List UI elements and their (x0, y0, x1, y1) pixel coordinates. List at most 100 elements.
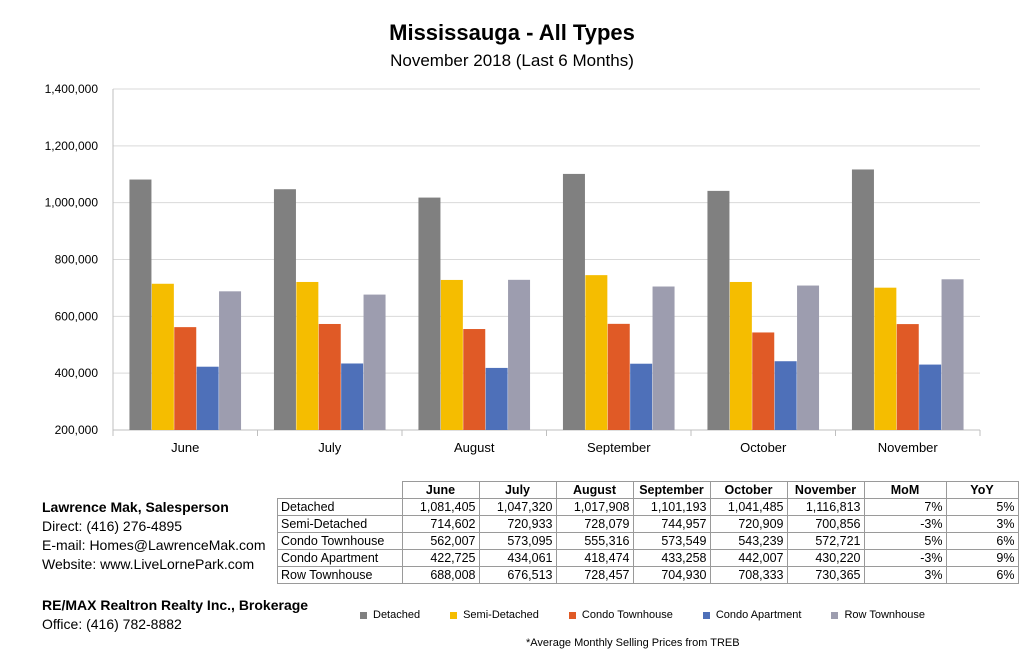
legend-label: Semi-Detached (463, 609, 539, 621)
brokerage-name: RE/MAX Realtron Realty Inc., Brokerage (42, 597, 309, 613)
bar (752, 332, 775, 430)
bar (196, 366, 219, 430)
table-row-label: Condo Apartment (277, 549, 403, 567)
table-row: Condo Apartment 422,725 434,061 418,474 433,… (277, 549, 1019, 567)
table-cell: 7% (863, 498, 947, 516)
table-cell: 5% (863, 532, 947, 550)
legend-item: Condo Townhouse (568, 609, 673, 621)
table-cell: 572,721 (786, 532, 865, 550)
legend-label: Condo Apartment (715, 609, 802, 621)
bar (797, 285, 820, 430)
bar (707, 190, 730, 430)
table-header: June (401, 481, 480, 499)
table-cell: 688,008 (401, 566, 480, 584)
legend-item: Detached (360, 609, 420, 621)
legend-label: Detached (373, 609, 421, 621)
legend-label: Condo Townhouse (581, 609, 673, 621)
table-corner-cell (277, 481, 403, 499)
y-tick-label: 1,000,000 (45, 196, 99, 210)
table-cell: 676,513 (478, 566, 557, 584)
agent-name: Lawrence Mak, Salesperson (42, 499, 229, 515)
table-row: Semi-Detached 714,602 720,933 728,079 744,95… (277, 515, 1019, 533)
table-cell: 543,239 (709, 532, 788, 550)
legend-item: Semi-Detached (450, 609, 539, 621)
legend-swatch (568, 611, 576, 619)
y-tick-label: 200,000 (55, 423, 99, 437)
agent-direct-phone: Direct: (416) 276-4895 (42, 518, 183, 534)
y-tick-label: 800,000 (55, 253, 99, 267)
table-cell: 422,725 (401, 549, 480, 567)
bar (341, 363, 364, 430)
table-cell: -3% (863, 549, 947, 567)
table-header: YoY (945, 481, 1019, 499)
bar (941, 279, 964, 430)
table-cell: 3% (863, 566, 947, 584)
bar (874, 287, 897, 430)
table-header: September (632, 481, 711, 499)
table-cell: 728,079 (555, 515, 634, 533)
table-cell: 6% (945, 566, 1019, 584)
table-cell: 573,549 (632, 532, 711, 550)
table-header: November (786, 481, 865, 499)
chart-legend: Detached Semi-Detached Condo Townhouse Cond… (360, 609, 955, 621)
x-category-label: September (587, 440, 651, 455)
table-cell: 418,474 (555, 549, 634, 567)
legend-item: Condo Apartment (702, 609, 802, 621)
y-tick-label: 1,400,000 (45, 82, 99, 96)
table-row-label: Semi-Detached (277, 515, 403, 533)
y-tick-label: 1,200,000 (45, 139, 99, 153)
table-header-row: June July August September October Novem… (277, 481, 1019, 499)
table-row: Row Townhouse 688,008 676,513 728,457 704,93… (277, 566, 1019, 584)
bar (585, 275, 608, 430)
table-cell: 3% (945, 515, 1019, 533)
bar (440, 279, 463, 430)
bar (318, 323, 341, 430)
table-cell: 700,856 (786, 515, 865, 533)
table-cell: 1,116,813 (786, 498, 865, 516)
table-cell: 714,602 (401, 515, 480, 533)
table-cell: 704,930 (632, 566, 711, 584)
table-row: Condo Townhouse 562,007 573,095 555,316 573,… (277, 532, 1019, 550)
table-row-label: Condo Townhouse (277, 532, 403, 550)
brokerage-block: RE/MAX Realtron Realty Inc., Brokerage O… (42, 596, 308, 634)
y-tick-label: 600,000 (55, 309, 99, 323)
bar (562, 173, 585, 430)
bar (363, 294, 386, 430)
bar (296, 281, 319, 430)
bar-chart: 200,000 400,000 600,000 800,000 1,000,000 1,2… (45, 82, 981, 455)
table-header: October (709, 481, 788, 499)
chart-title: Mississauga - All Types (389, 20, 635, 45)
brokerage-office-phone: Office: (416) 782-8882 (42, 616, 182, 632)
bar (418, 197, 441, 430)
chart-subtitle: November 2018 (Last 6 Months) (390, 51, 634, 70)
x-category-label: August (454, 440, 495, 455)
table-cell: 6% (945, 532, 1019, 550)
x-category-label: July (318, 440, 342, 455)
bar (607, 323, 630, 430)
agent-email: E-mail: Homes@LawrenceMak.com (42, 537, 266, 553)
table-cell: 433,258 (632, 549, 711, 567)
table-row-label: Row Townhouse (277, 566, 403, 584)
table-cell: -3% (863, 515, 947, 533)
bar (129, 179, 152, 430)
bar (919, 364, 942, 430)
bar (151, 283, 174, 430)
bar (485, 367, 508, 430)
bar (463, 329, 486, 430)
bar (896, 324, 919, 430)
legend-label: Row Townhouse (844, 609, 925, 621)
table-cell: 573,095 (478, 532, 557, 550)
table-cell: 730,365 (786, 566, 865, 584)
legend-swatch (831, 611, 839, 619)
bar (774, 361, 797, 430)
table-cell: 430,220 (786, 549, 865, 567)
y-tick-label: 400,000 (55, 366, 99, 380)
bar (630, 363, 653, 430)
table-cell: 708,333 (709, 566, 788, 584)
table-cell: 442,007 (709, 549, 788, 567)
table-cell: 1,017,908 (555, 498, 634, 516)
table-cell: 728,457 (555, 566, 634, 584)
table-cell: 1,047,320 (478, 498, 557, 516)
bar (174, 327, 197, 430)
table-cell: 562,007 (401, 532, 480, 550)
